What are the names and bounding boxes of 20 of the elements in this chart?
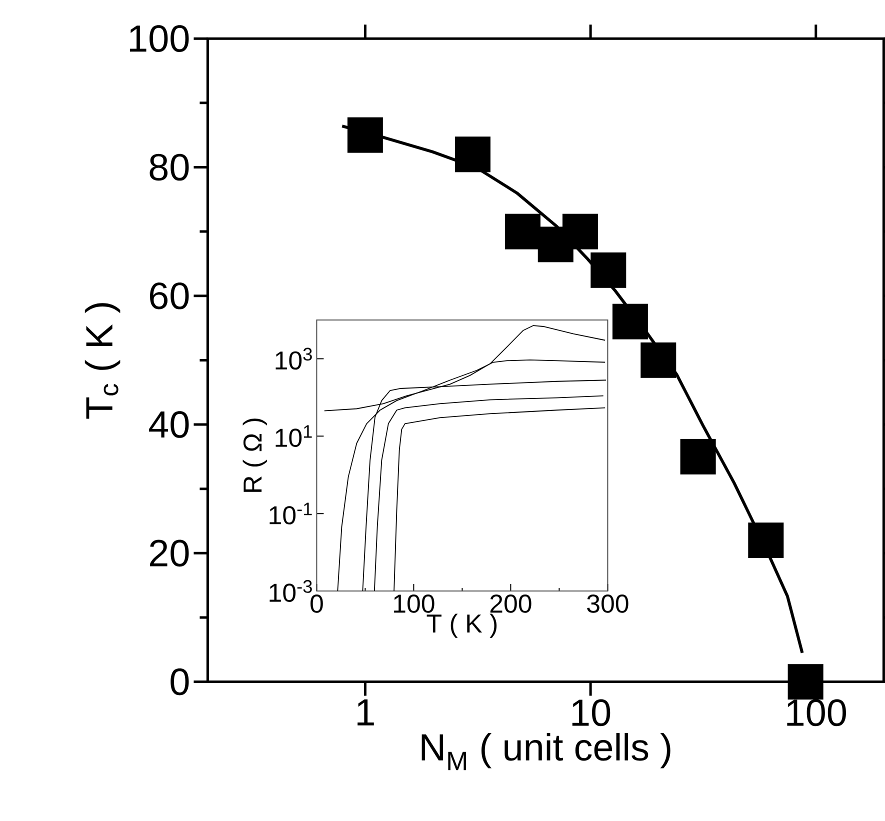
y-tick-label: 20: [150, 540, 189, 567]
y-tick-label: 0: [170, 668, 189, 696]
y-tick-label: 40: [148, 411, 189, 438]
x-tick-label: 200: [490, 594, 532, 613]
x-tick-label: 100: [394, 594, 434, 613]
y-tick-label: 10$^{-1}$: [270, 502, 312, 524]
x-tick-label: 10: [572, 699, 610, 726]
y-axis-title: T$_{c}$ ( K ): [84, 303, 120, 419]
y-axis-title: R ( Ω ): [242, 418, 267, 492]
y-tick-label: 60: [150, 282, 189, 310]
y-tick-label: 10$^{3}$: [276, 348, 312, 370]
y-tick-label: 10$^{-3}$: [270, 580, 312, 602]
x-axis-title: T ( K ): [426, 614, 497, 638]
x-tick-label: 1: [358, 699, 374, 726]
x-tick-label: 300: [587, 594, 628, 613]
x-tick-label: 100: [787, 699, 846, 726]
y-tick-label: 10$^{1}$: [276, 425, 312, 448]
y-tick-label: 100: [130, 25, 189, 52]
y-tick-label: 80: [150, 154, 189, 181]
x-axis-title: N$_{M}$ ( unit cells ): [422, 732, 670, 770]
